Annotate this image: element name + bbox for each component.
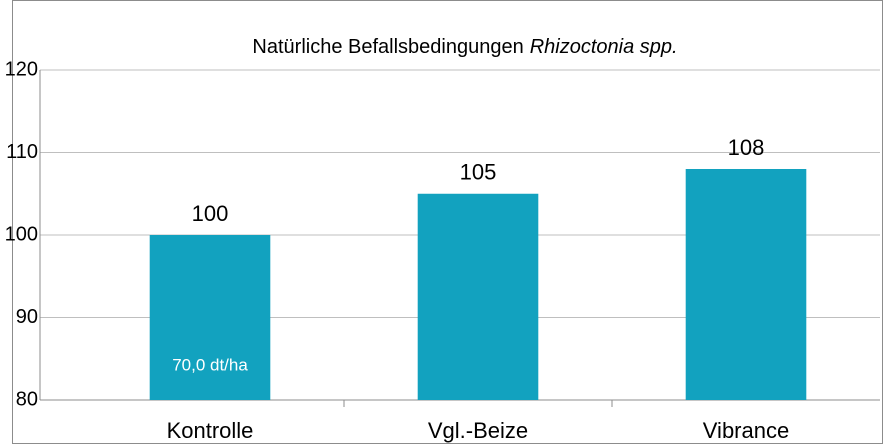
- x-tick-label: Vibrance: [703, 418, 789, 443]
- y-tick-label: 100: [5, 223, 38, 245]
- x-tick-label: Vgl.-Beize: [428, 418, 528, 443]
- y-tick-label: 110: [6, 141, 38, 163]
- x-tick-label: Kontrolle: [167, 418, 254, 443]
- data-label: 108: [728, 135, 765, 160]
- data-label: 105: [460, 160, 497, 185]
- chart-title: Natürliche Befallsbedingungen Rhizoctonia…: [252, 36, 677, 58]
- title-italic: Rhizoctonia spp.: [530, 36, 678, 58]
- title-main: Natürliche Befallsbedingungen: [252, 36, 523, 58]
- data-label: 100: [192, 201, 229, 226]
- y-tick-label: 120: [5, 58, 38, 80]
- bar: [417, 193, 539, 400]
- bar-annotation: 70,0 dt/ha: [172, 355, 248, 374]
- bar: [149, 235, 271, 400]
- y-tick-label: 80: [16, 388, 38, 410]
- bar: [685, 169, 807, 400]
- y-tick-label: 90: [16, 306, 38, 328]
